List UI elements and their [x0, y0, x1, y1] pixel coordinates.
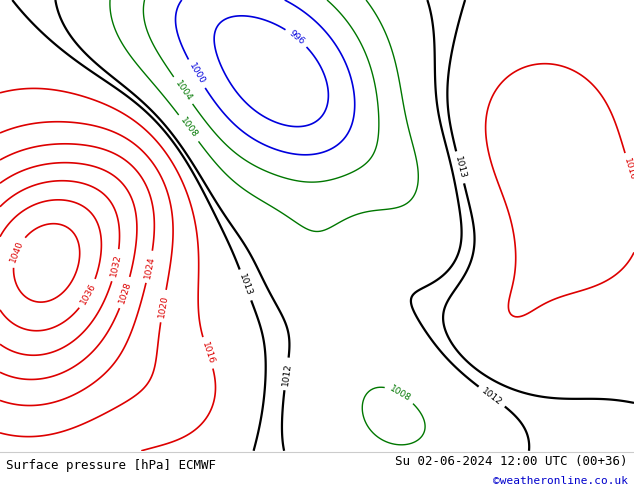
Text: 1013: 1013	[237, 272, 254, 297]
Text: 1013: 1013	[453, 155, 467, 180]
Text: 1028: 1028	[117, 280, 133, 305]
Text: 1012: 1012	[480, 386, 503, 407]
Text: 1008: 1008	[388, 384, 412, 403]
Text: 1004: 1004	[173, 78, 193, 102]
Text: 1012: 1012	[280, 362, 292, 386]
Text: 1040: 1040	[8, 240, 25, 264]
Text: 1016: 1016	[200, 341, 216, 365]
Text: Surface pressure [hPa] ECMWF: Surface pressure [hPa] ECMWF	[6, 459, 216, 472]
Text: 1016: 1016	[622, 156, 634, 181]
Text: 996: 996	[287, 29, 306, 47]
Text: 1020: 1020	[157, 294, 170, 318]
Text: Su 02-06-2024 12:00 UTC (00+36): Su 02-06-2024 12:00 UTC (00+36)	[395, 455, 628, 468]
Text: 1032: 1032	[109, 253, 123, 277]
Text: 1036: 1036	[79, 282, 98, 306]
Text: ©weatheronline.co.uk: ©weatheronline.co.uk	[493, 476, 628, 487]
Text: 1008: 1008	[178, 116, 199, 140]
Text: 1000: 1000	[187, 62, 206, 86]
Text: 1024: 1024	[143, 255, 156, 279]
